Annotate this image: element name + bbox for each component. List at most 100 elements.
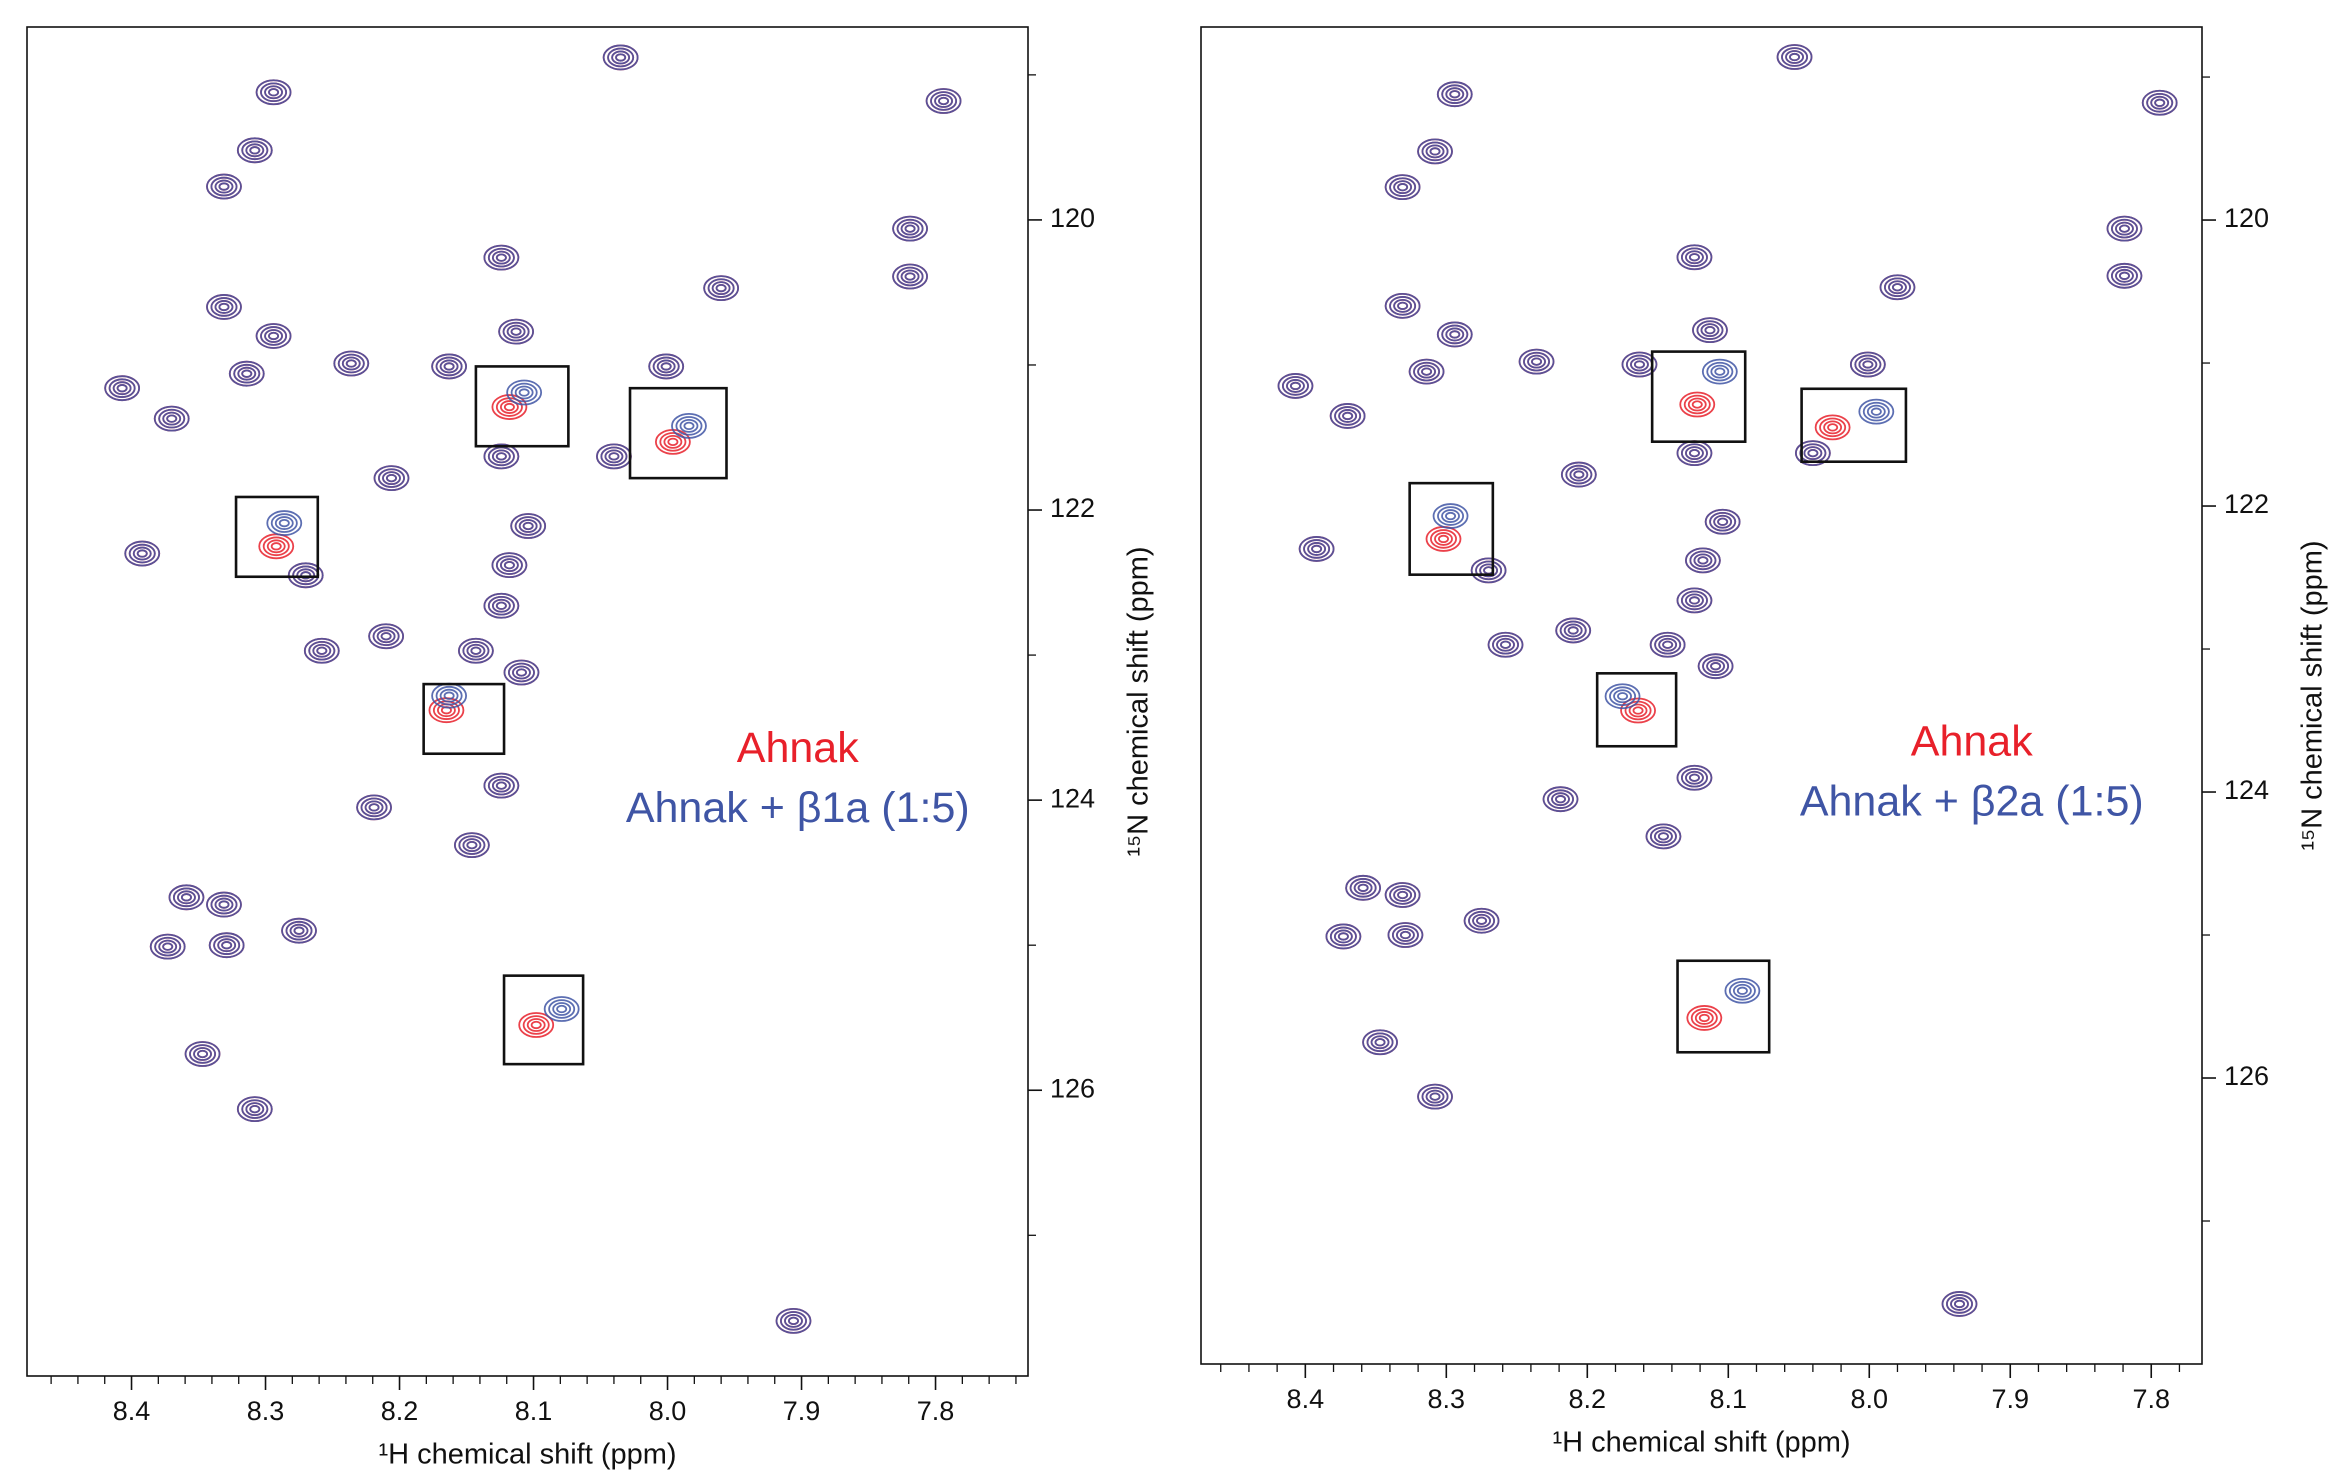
- contour: [604, 449, 624, 464]
- peak: [1879, 274, 1916, 301]
- contour: [2115, 221, 2134, 236]
- contour: [1706, 361, 1734, 382]
- contour: [608, 452, 620, 461]
- contour: [1696, 320, 1724, 340]
- contour: [1389, 296, 1417, 316]
- contour: [1941, 1291, 1978, 1317]
- contour: [206, 891, 242, 918]
- contour: [213, 935, 241, 955]
- contour: [1542, 786, 1579, 813]
- contour: [1487, 631, 1524, 658]
- peak: [453, 832, 490, 859]
- x-tick-label: 8.1: [1710, 1384, 1748, 1414]
- contour: [180, 893, 192, 902]
- contour: [233, 363, 261, 384]
- contour: [775, 1307, 812, 1334]
- contour: [659, 432, 687, 452]
- x-tick-label: 7.9: [783, 1396, 821, 1426]
- highlight-box: [474, 365, 570, 448]
- contour: [312, 643, 332, 658]
- contour: [289, 923, 309, 938]
- contour: [2118, 224, 2130, 233]
- contour: [503, 561, 515, 570]
- contour: [1617, 692, 1629, 701]
- contour: [458, 637, 494, 664]
- peak: [1277, 373, 1314, 399]
- contour: [487, 595, 515, 616]
- y-tick-label: 124: [2224, 775, 2269, 805]
- contour: [162, 942, 174, 951]
- contour: [2106, 262, 2143, 289]
- contour: [1697, 556, 1709, 565]
- contour: [1470, 557, 1507, 584]
- contour: [116, 384, 128, 393]
- peak: [458, 637, 494, 664]
- x-tick-label: 8.0: [1850, 1384, 1888, 1414]
- contour: [1704, 508, 1741, 535]
- contour: [502, 321, 530, 342]
- contour: [296, 568, 316, 583]
- contour: [264, 85, 283, 100]
- contour: [507, 662, 535, 683]
- contour: [1430, 529, 1457, 549]
- peak: [1384, 174, 1421, 201]
- contour: [368, 623, 405, 650]
- peak: [1858, 398, 1895, 425]
- contour: [663, 434, 683, 449]
- contour: [611, 50, 631, 65]
- contour: [208, 932, 245, 959]
- contour: [1463, 907, 1500, 934]
- peak: [1425, 526, 1462, 552]
- contour: [303, 637, 340, 664]
- contour: [281, 917, 317, 944]
- peak: [518, 1012, 555, 1038]
- contour: [255, 79, 292, 106]
- contour: [892, 263, 928, 290]
- contour: [491, 250, 511, 265]
- peak: [1417, 1083, 1453, 1110]
- contour: [466, 643, 486, 658]
- contour: [1384, 292, 1421, 319]
- contour: [2146, 93, 2174, 113]
- contour: [1688, 773, 1700, 782]
- contour: [217, 938, 237, 953]
- contour: [1518, 348, 1555, 375]
- y-tick-label: 120: [2224, 203, 2269, 233]
- contour: [197, 1049, 209, 1059]
- contour: [270, 513, 298, 533]
- contour: [218, 302, 230, 312]
- contour: [1680, 767, 1708, 788]
- contour: [1436, 81, 1473, 108]
- contour: [1391, 925, 1419, 945]
- contour: [1685, 770, 1704, 785]
- contour: [249, 1104, 261, 1114]
- contour: [1547, 789, 1574, 809]
- contour: [1362, 1029, 1398, 1056]
- contour: [1706, 659, 1725, 674]
- contour: [615, 53, 627, 62]
- contour: [333, 350, 370, 377]
- contour: [896, 218, 924, 239]
- peak: [2106, 215, 2143, 242]
- contour: [2110, 266, 2138, 286]
- contour: [1436, 321, 1473, 348]
- x-tick-label: 8.2: [1569, 1384, 1607, 1414]
- contour: [491, 394, 528, 420]
- peak: [483, 772, 520, 799]
- contour: [214, 300, 234, 314]
- peak: [654, 428, 691, 455]
- x-tick-label: 8.3: [247, 1396, 285, 1426]
- contour: [892, 215, 928, 242]
- contour: [1645, 823, 1682, 850]
- contour: [1396, 928, 1415, 942]
- contour: [530, 1020, 542, 1030]
- contour: [1630, 357, 1649, 372]
- contour: [667, 437, 679, 446]
- contour: [237, 366, 257, 381]
- peak: [184, 1041, 221, 1067]
- contour: [1417, 364, 1436, 379]
- contour: [1374, 1038, 1386, 1047]
- contour: [241, 1099, 269, 1119]
- contour: [1429, 147, 1441, 156]
- contour: [1609, 686, 1637, 706]
